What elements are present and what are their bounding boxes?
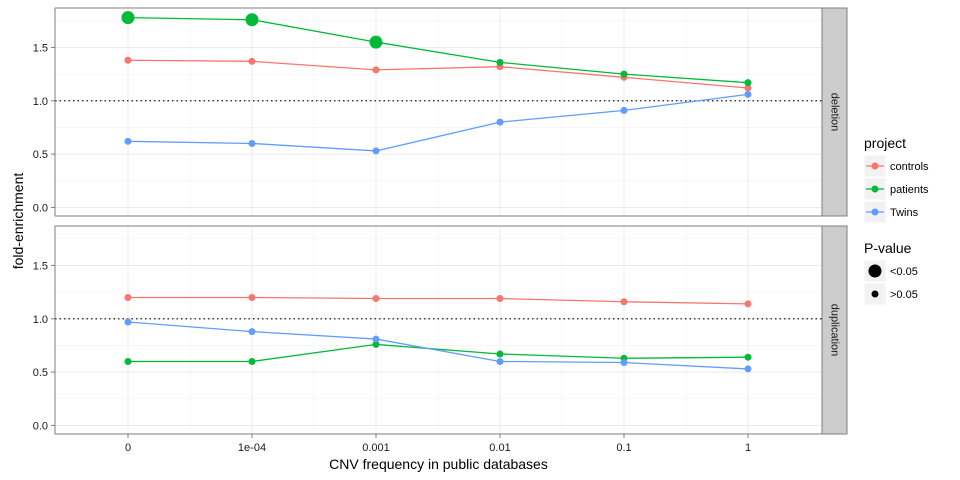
y-tick-label: 1.5	[33, 260, 48, 272]
x-tick-label: 0.1	[616, 442, 631, 454]
data-point-patients	[245, 13, 259, 27]
legend-key-point	[871, 290, 879, 298]
data-point-patients	[248, 357, 256, 365]
data-point-controls	[124, 293, 132, 301]
legend-key-point	[871, 185, 879, 193]
y-tick-label: 0.0	[33, 420, 48, 432]
facet-strip	[821, 7, 848, 217]
x-tick-label: 1e-04	[238, 442, 266, 454]
series-line-twins	[127, 321, 749, 370]
legend-label-controls: controls	[890, 161, 929, 173]
data-point-twins	[620, 106, 628, 114]
data-point-controls	[620, 298, 628, 306]
data-point-patients	[620, 70, 628, 78]
data-point-twins	[496, 357, 504, 365]
facet-panel-duplication: 0.0 0.5 1.0 1.5 duplication	[33, 225, 848, 435]
y-axis-title: fold-enrichment	[10, 173, 26, 270]
y-tick-label: 0.5	[33, 367, 48, 379]
series-line-twins	[127, 93, 749, 152]
data-point-twins	[744, 365, 752, 373]
series-line-controls	[128, 296, 749, 305]
x-axis-title: CNV frequency in public databases	[329, 456, 548, 472]
y-tick-label: 0.0	[33, 202, 48, 214]
data-point-patients	[496, 350, 504, 358]
x-tick-label: 0	[125, 442, 131, 454]
x-tick-label: 1	[745, 442, 751, 454]
legend-key-point	[871, 162, 879, 170]
data-point-controls	[372, 295, 380, 303]
data-point-patients	[496, 58, 504, 66]
data-point-patients	[372, 340, 380, 348]
data-point-twins	[372, 335, 380, 343]
y-tick-label: 1.0	[33, 314, 48, 326]
legend-title: P-value	[864, 240, 912, 256]
panel-background	[55, 8, 822, 216]
legend-label-twins: Twins	[890, 207, 919, 219]
facet-strip-label: duplication	[829, 304, 841, 357]
series-line-controls	[127, 59, 749, 89]
legend-title: project	[864, 135, 906, 151]
y-tick-label: 0.5	[33, 149, 48, 161]
data-point-controls	[124, 56, 132, 64]
facet-panel-deletion: 0.0 0.5 1.0 1.5 deletion	[33, 7, 848, 217]
data-point-patients	[744, 353, 752, 361]
y-tick-label: 1.5	[33, 42, 48, 54]
data-point-controls	[744, 84, 752, 92]
x-tick-label: 0.001	[362, 442, 390, 454]
legend-label-pvalue: >0.05	[890, 289, 918, 301]
x-tick-label: 0.01	[489, 442, 510, 454]
data-point-twins	[124, 137, 132, 145]
legend-key-point	[871, 208, 879, 216]
series-line-patients	[128, 343, 749, 363]
panel-background	[55, 226, 822, 434]
legend-project: project controls patients Twins	[863, 135, 929, 224]
data-point-controls	[248, 57, 256, 65]
data-point-twins	[248, 139, 256, 147]
facet-strip-label: deletion	[829, 93, 841, 132]
data-point-patients	[369, 35, 383, 49]
data-point-patients	[124, 357, 132, 365]
data-point-patients	[744, 79, 752, 87]
x-axis: 0 1e-04 0.001 0.01 0.1 1	[125, 434, 751, 454]
facet-panels: 0.0 0.5 1.0 1.5 deletion 0.0 0.5 1.0 1.5 duplicat…	[33, 7, 848, 435]
data-point-controls	[496, 295, 504, 303]
legend-key-point	[868, 264, 882, 278]
data-point-patients	[121, 11, 135, 25]
data-point-twins	[744, 90, 752, 98]
data-point-controls	[744, 300, 752, 308]
data-point-twins	[372, 147, 380, 155]
y-tick-label: 1.0	[33, 96, 48, 108]
legend-pvalue: P-value <0.05 >0.05	[863, 240, 918, 306]
facet-strip	[821, 225, 848, 435]
data-point-twins	[248, 328, 256, 336]
data-point-controls	[372, 66, 380, 74]
data-point-controls	[248, 293, 256, 301]
data-point-twins	[620, 359, 628, 367]
legend-label-patients: patients	[890, 184, 929, 196]
data-point-twins	[496, 118, 504, 126]
legend-label-pvalue: <0.05	[890, 266, 918, 278]
data-point-twins	[124, 318, 132, 326]
series-line-patients	[127, 16, 749, 84]
